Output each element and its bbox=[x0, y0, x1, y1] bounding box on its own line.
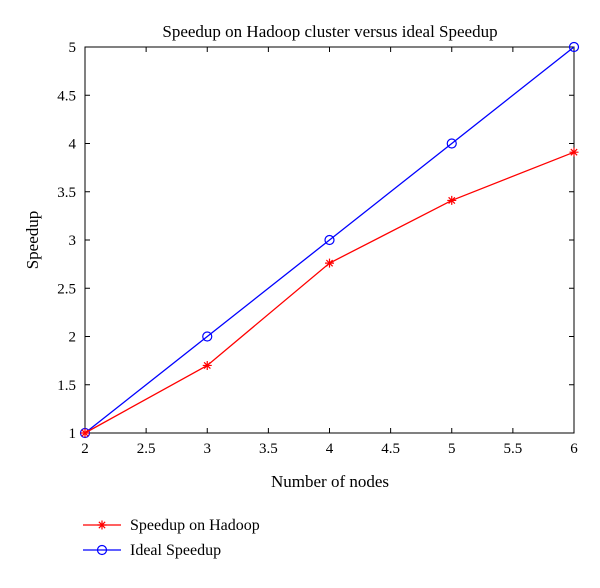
chart-title: Speedup on Hadoop cluster versus ideal S… bbox=[162, 22, 497, 41]
legend-marker-speedup-on-hadoop bbox=[97, 520, 107, 530]
x-tick-label: 6 bbox=[570, 441, 578, 457]
x-tick-label: 2 bbox=[81, 441, 89, 457]
data-point-speedup-on-hadoop bbox=[447, 195, 457, 205]
y-tick-label: 1.5 bbox=[57, 378, 76, 394]
series-line-ideal-speedup bbox=[84, 46, 575, 434]
x-tick-label: 2.5 bbox=[137, 441, 156, 457]
x-tick-label: 4.5 bbox=[381, 441, 400, 457]
data-point-ideal-speedup bbox=[324, 234, 335, 246]
legend-label-speedup-on-hadoop: Speedup on Hadoop bbox=[130, 517, 260, 534]
data-point-speedup-on-hadoop bbox=[569, 147, 579, 157]
x-tick-label: 3.5 bbox=[259, 441, 278, 457]
data-point-ideal-speedup bbox=[568, 41, 580, 53]
legend-label-ideal-speedup: Ideal Speedup bbox=[130, 542, 221, 559]
x-tick-label: 4 bbox=[326, 441, 334, 457]
y-tick-label: 4 bbox=[69, 137, 77, 153]
x-tick-label: 5 bbox=[448, 441, 456, 457]
data-point-speedup-on-hadoop bbox=[80, 428, 90, 438]
legend: Speedup on Hadoop Ideal Speedup bbox=[83, 517, 260, 559]
y-tick-label: 5 bbox=[69, 40, 77, 56]
data-point-ideal-speedup bbox=[202, 331, 213, 342]
data-point-ideal-speedup bbox=[446, 138, 457, 149]
y-tick-label: 2.5 bbox=[57, 281, 76, 297]
data-point-speedup-on-hadoop bbox=[202, 360, 212, 370]
y-tick-label: 3.5 bbox=[57, 185, 76, 201]
data-point-speedup-on-hadoop bbox=[325, 258, 334, 268]
y-tick-label: 2 bbox=[69, 330, 77, 346]
legend-marker-ideal-speedup bbox=[96, 544, 108, 556]
y-tick-label: 4.5 bbox=[57, 88, 76, 104]
y-tick-label: 3 bbox=[69, 233, 77, 249]
x-tick-label: 3 bbox=[204, 441, 212, 457]
x-tick-label: 5.5 bbox=[504, 441, 523, 457]
series-line-speedup-on-hadoop bbox=[84, 151, 575, 434]
plot-area: 2 2.5 3 3.5 4 4.5 5 5.5 6 1 1.5 2 2.5 3 3.5 4 4.5 5 bbox=[57, 40, 580, 457]
x-axis-label: Number of nodes bbox=[271, 472, 389, 491]
y-axis-label: Speedup bbox=[23, 211, 42, 270]
y-tick-label: 1 bbox=[69, 426, 77, 442]
